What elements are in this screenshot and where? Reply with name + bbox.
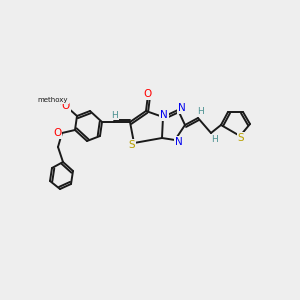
- Text: O: O: [144, 89, 152, 99]
- Text: H: H: [196, 106, 203, 116]
- Text: S: S: [238, 133, 244, 143]
- Text: H: H: [112, 110, 118, 119]
- Text: N: N: [175, 137, 183, 147]
- Text: O: O: [53, 128, 61, 138]
- Text: O: O: [62, 101, 70, 111]
- Text: N: N: [160, 110, 168, 120]
- Text: H: H: [211, 136, 218, 145]
- Text: N: N: [178, 103, 186, 113]
- Text: S: S: [129, 140, 135, 150]
- Text: methoxy: methoxy: [38, 97, 68, 103]
